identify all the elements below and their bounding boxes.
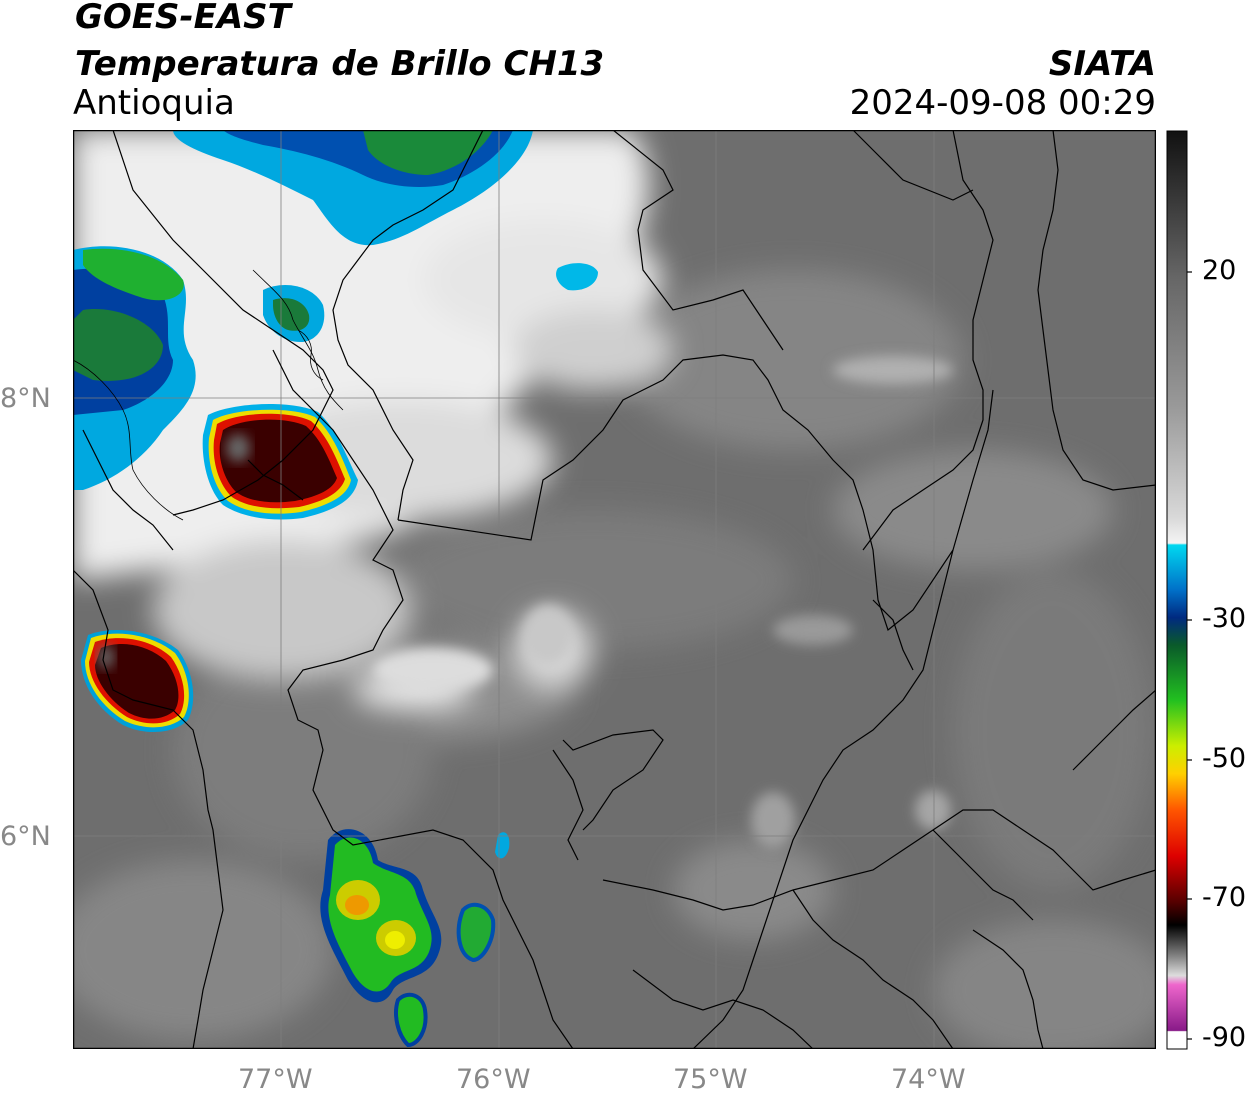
- map-frame: [73, 130, 1156, 1049]
- coastline: [73, 269, 344, 521]
- storm-cell-south: [320, 829, 510, 1048]
- colorbar-ticks: [1187, 271, 1192, 1040]
- lat-tick-8n: 8°N: [0, 383, 51, 414]
- lon-tick-76w: 76°W: [456, 1064, 531, 1095]
- satellite-title: GOES-EAST: [75, 0, 291, 37]
- region-label: Antioquia: [73, 83, 235, 123]
- lon-tick-75w: 75°W: [673, 1064, 748, 1095]
- lon-tick-77w: 77°W: [238, 1064, 313, 1095]
- lon-tick-74w: 74°W: [891, 1064, 966, 1095]
- satellite-map: [73, 130, 1156, 1049]
- org-label: SIATA: [1048, 44, 1156, 84]
- storm-cell-west: [81, 630, 194, 732]
- cold-cloud-shield: [73, 130, 673, 710]
- colorbar: [1166, 130, 1192, 1050]
- cbar-label-neg90: -90: [1202, 1022, 1247, 1053]
- admin-borders: [73, 130, 1156, 1049]
- product-title: Temperatura de Brillo CH13: [75, 44, 605, 84]
- cbar-label-neg70: -70: [1202, 882, 1247, 913]
- warm-cloud-patches: [373, 356, 953, 848]
- cyan-cloud-band: [73, 130, 598, 490]
- cbar-label-20: 20: [1202, 255, 1237, 286]
- datetime-label: 2024-09-08 00:29: [849, 83, 1156, 123]
- cbar-label-neg30: -30: [1202, 603, 1247, 634]
- graticule: [73, 130, 1156, 1049]
- cbar-label-neg50: -50: [1202, 743, 1247, 774]
- cloud-texture: [73, 270, 1156, 1049]
- lat-tick-6n: 6°N: [0, 821, 51, 852]
